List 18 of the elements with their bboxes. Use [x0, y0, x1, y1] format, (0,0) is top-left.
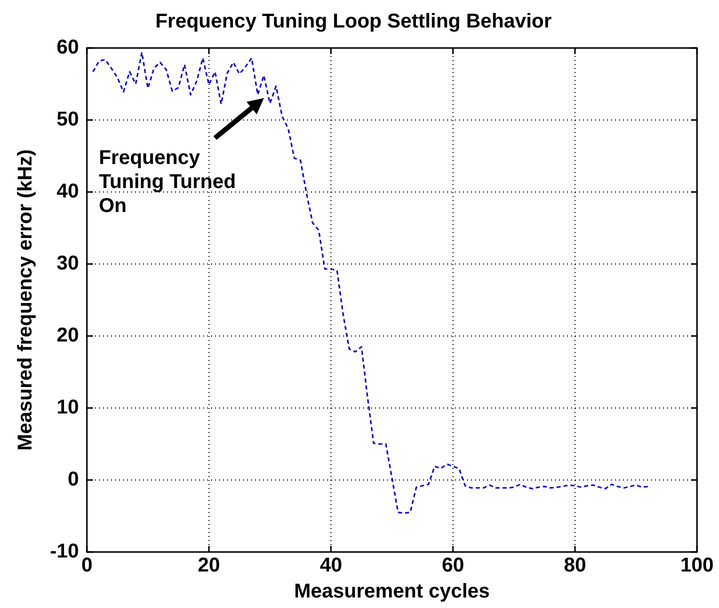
- y-tick-label: 30: [56, 252, 79, 275]
- x-tick-label: 20: [198, 554, 220, 577]
- x-tick-label: 100: [680, 554, 714, 577]
- y-tick-label: 10: [56, 396, 79, 419]
- y-tick-label: 0: [68, 468, 79, 491]
- x-tick-label: 80: [564, 554, 586, 577]
- line-series: [92, 52, 649, 514]
- y-tick-label: 20: [56, 324, 79, 347]
- y-tick-label: -10: [50, 540, 79, 563]
- x-tick-label: 60: [442, 554, 464, 577]
- y-axis-title: Measured frequency error (kHz): [14, 149, 37, 451]
- y-tick-label: 50: [56, 108, 79, 131]
- y-tick-label: 60: [56, 36, 79, 59]
- x-axis-title: Measurement cycles: [294, 580, 490, 603]
- chart-title: Frequency Tuning Loop Settling Behavior: [155, 10, 552, 33]
- y-tick-label: 40: [56, 180, 79, 203]
- x-tick-label: 40: [320, 554, 342, 577]
- annotation: Frequency Tuning Turned On: [98, 146, 236, 217]
